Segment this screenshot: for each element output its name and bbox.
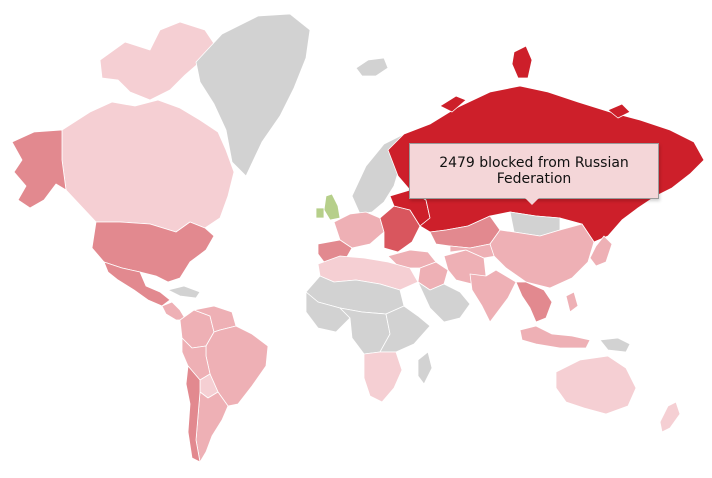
greenland-region[interactable]: [195, 13, 311, 177]
china-region[interactable]: [489, 223, 595, 289]
central-asia-region[interactable]: [449, 243, 497, 259]
arabian-peninsula-region[interactable]: [417, 281, 471, 323]
southern-africa-region[interactable]: [363, 351, 403, 403]
southeast-asia-region[interactable]: [515, 281, 553, 323]
russian-arctic-islands-region[interactable]: [439, 45, 631, 119]
argentina-region[interactable]: [195, 391, 229, 463]
iceland-region[interactable]: [355, 57, 389, 77]
tooltip-pointer: [525, 198, 539, 205]
india-region[interactable]: [469, 269, 517, 323]
united-kingdom-region[interactable]: [323, 193, 341, 221]
papua-region[interactable]: [599, 337, 631, 353]
caribbean-region[interactable]: [167, 285, 201, 299]
madagascar-region[interactable]: [417, 351, 433, 385]
chile-region[interactable]: [185, 365, 201, 463]
japan-region[interactable]: [589, 235, 613, 267]
mexico-region[interactable]: [103, 261, 171, 307]
west-africa-region[interactable]: [305, 291, 351, 333]
indonesia-region[interactable]: [519, 325, 591, 349]
new-zealand-region[interactable]: [659, 401, 681, 433]
philippines-region[interactable]: [565, 291, 579, 313]
ireland-region[interactable]: [315, 207, 325, 219]
canada-region[interactable]: [61, 99, 235, 233]
tooltip-text: 2479 blocked from Russian Federation: [439, 155, 629, 187]
australia-region[interactable]: [555, 355, 637, 415]
map-tooltip: 2479 blocked from Russian Federation: [409, 143, 659, 205]
east-africa-region[interactable]: [379, 305, 431, 353]
central-america-region[interactable]: [161, 301, 187, 321]
alaska-region[interactable]: [11, 129, 67, 209]
